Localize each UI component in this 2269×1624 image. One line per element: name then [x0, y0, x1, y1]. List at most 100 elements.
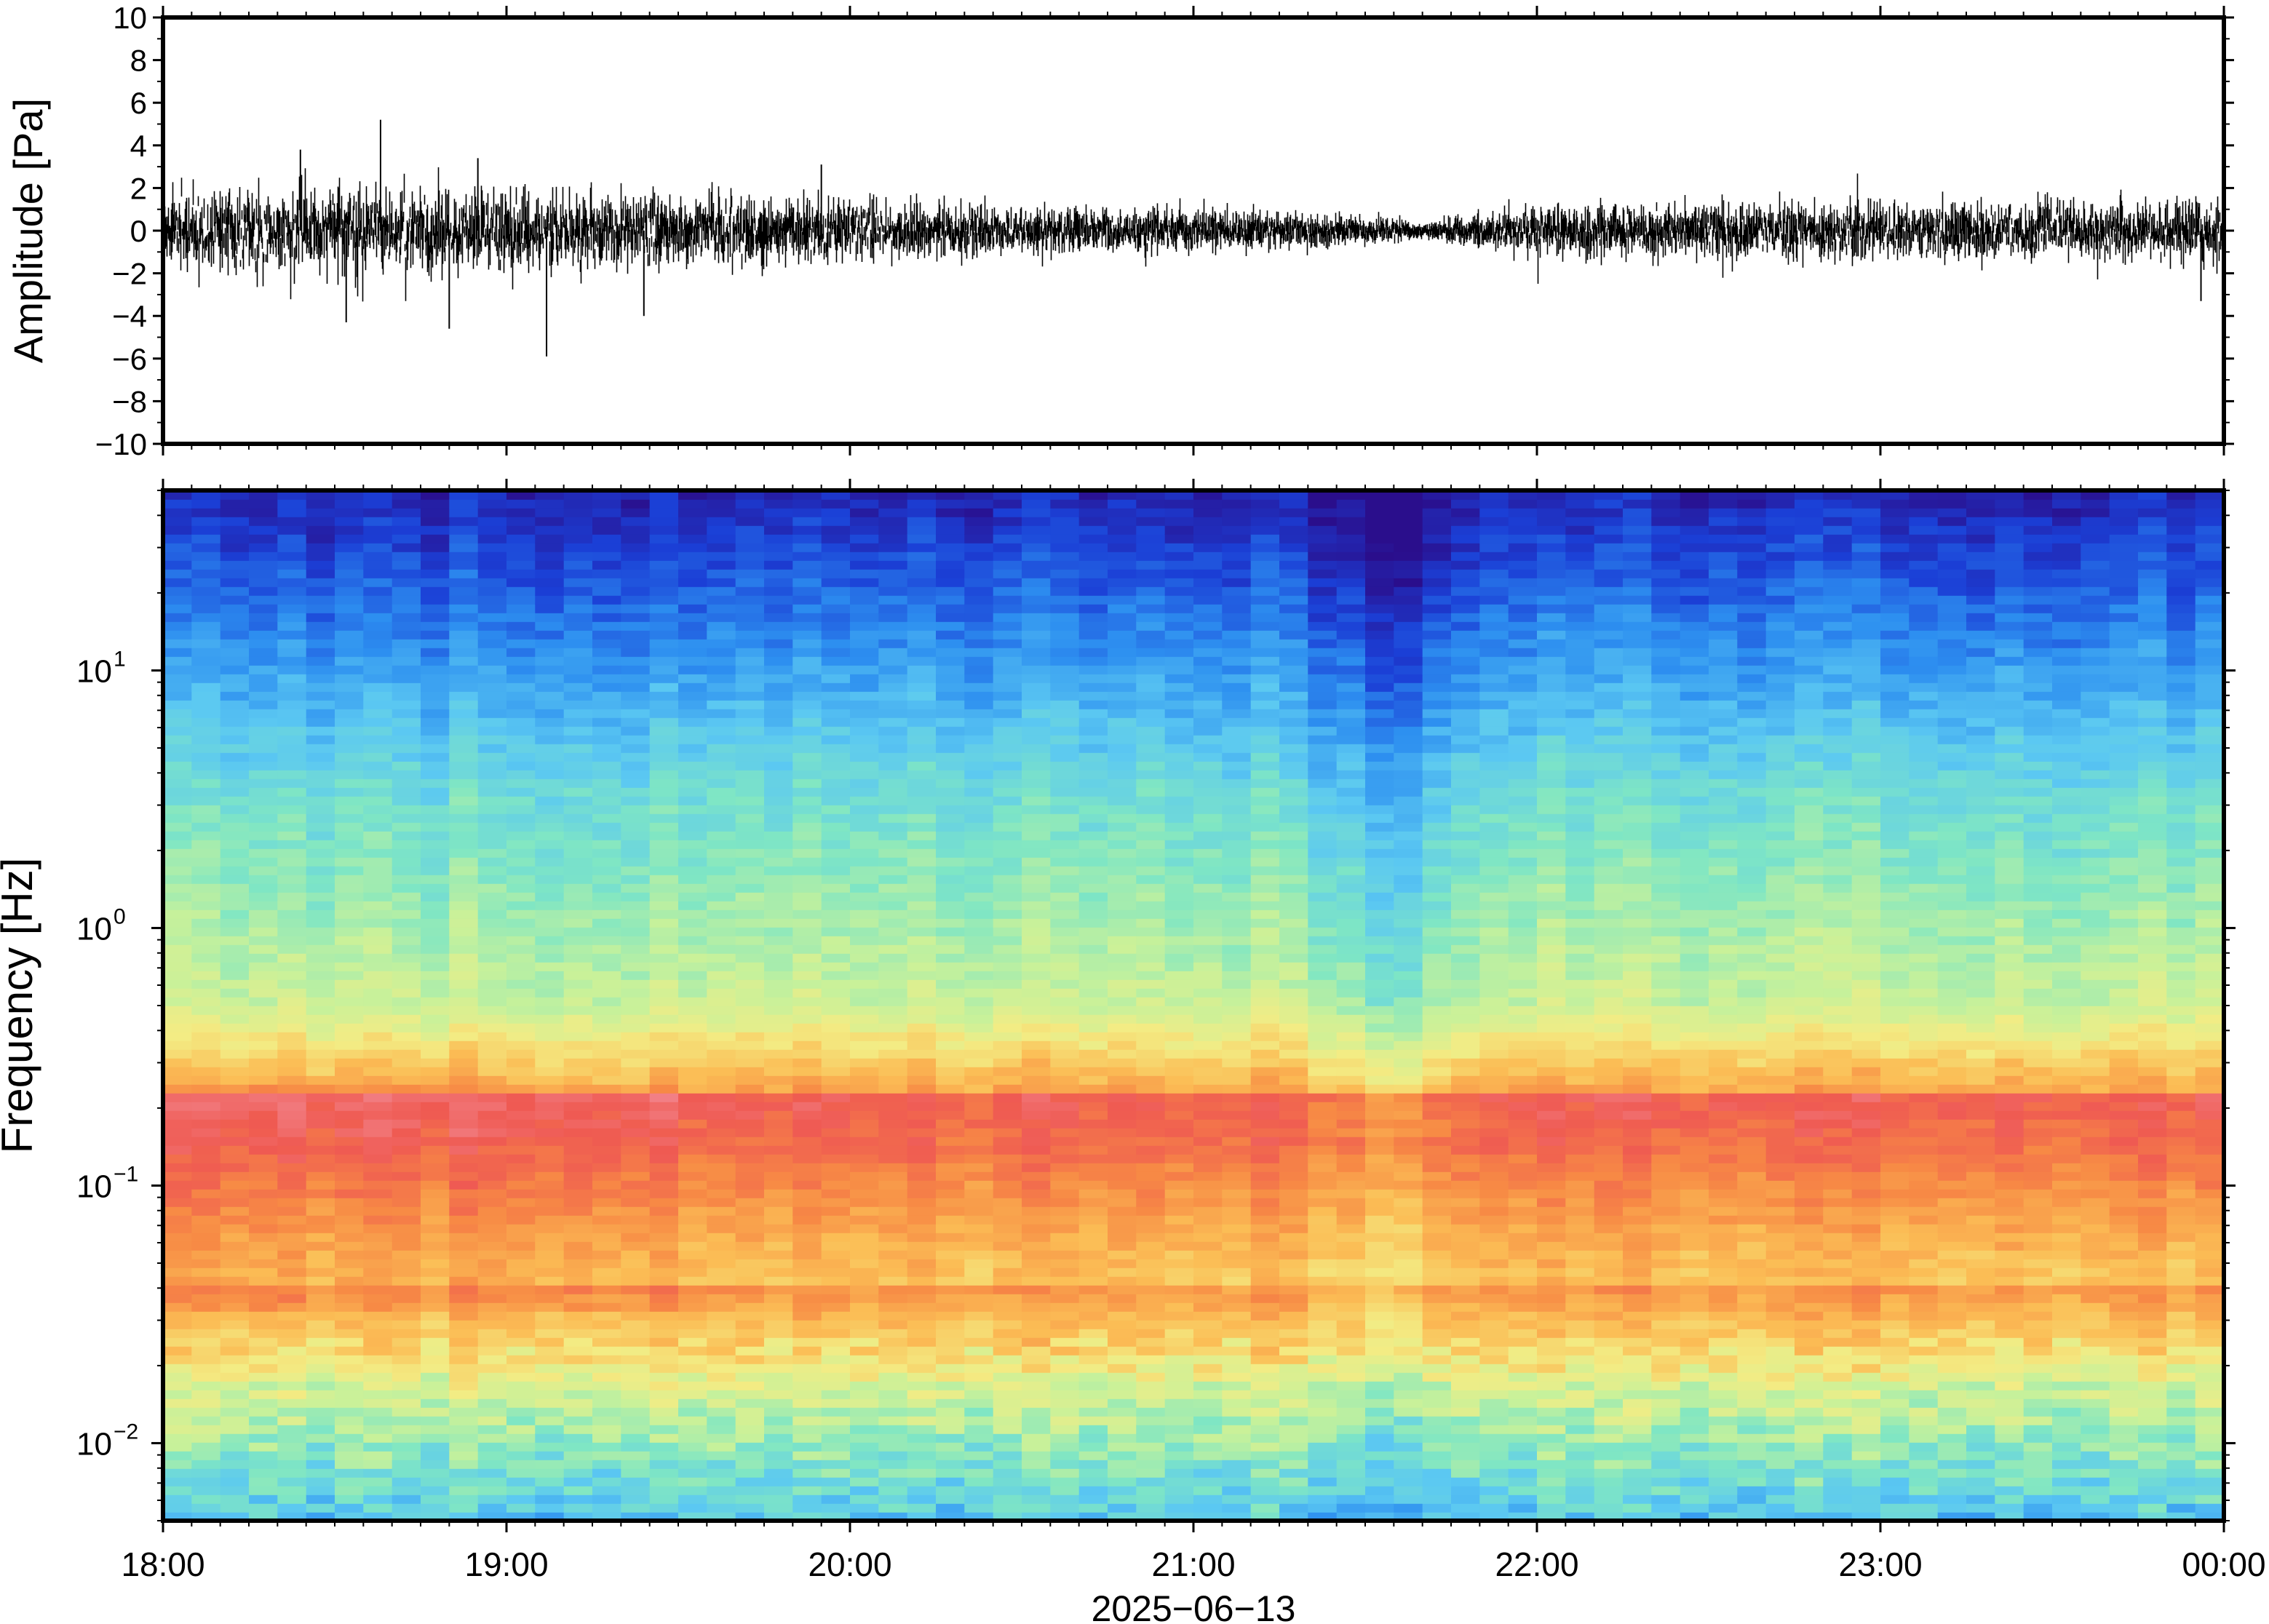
spectrogram-cell — [821, 787, 851, 797]
spectrogram-cell — [392, 892, 421, 901]
spectrogram-cell — [392, 1302, 421, 1312]
spectrogram-cell — [1164, 1128, 1194, 1137]
spectrogram-cell — [735, 1102, 765, 1111]
spectrogram-cell — [792, 656, 822, 666]
spectrogram-cell — [1250, 857, 1280, 867]
spectrogram-cell — [592, 1425, 622, 1434]
spectrogram-cell — [249, 1451, 279, 1460]
spectrogram-cell — [1136, 857, 1166, 867]
spectrogram-cell — [506, 552, 536, 561]
spectrogram-cell — [306, 1451, 335, 1460]
spectrogram-cell — [678, 744, 708, 753]
spectrogram-cell — [735, 1093, 765, 1102]
spectrogram-cell — [592, 936, 622, 945]
spectrogram-cell — [1136, 822, 1166, 832]
spectrogram-cell — [220, 1014, 250, 1024]
spectrogram-cell — [506, 918, 536, 928]
spectrogram-cell — [449, 1390, 479, 1399]
spectrogram-cell — [335, 604, 365, 613]
spectrogram-cell — [621, 831, 651, 840]
spectrogram-cell — [1164, 997, 1194, 1006]
spectrogram-cell — [563, 988, 593, 998]
spectrogram-cell — [764, 936, 794, 945]
spectrogram-cell — [1222, 1346, 1252, 1356]
spectrogram-cell — [821, 1329, 851, 1338]
spectrogram-cell — [678, 656, 708, 666]
spectrogram-cell — [449, 1433, 479, 1443]
spectrogram-cell — [850, 1503, 880, 1513]
spectrogram-cell — [1164, 1040, 1194, 1050]
spectrogram-cell — [821, 1075, 851, 1085]
spectrogram-cell — [277, 1477, 307, 1486]
spectrogram-cell — [878, 648, 908, 657]
spectrogram-cell — [1022, 1346, 1052, 1356]
spectrogram-cell — [907, 508, 937, 517]
spectrogram-cell — [735, 979, 765, 989]
spectrogram-cell — [907, 1494, 937, 1504]
spectrogram-cell — [878, 866, 908, 875]
spectrogram-cell — [1078, 1276, 1108, 1286]
spectrogram-cell — [792, 770, 822, 779]
spectrogram-cell — [1078, 953, 1108, 963]
spectrogram-cell — [649, 517, 679, 526]
spectrogram-cell — [249, 543, 279, 552]
spectrogram-cell — [1108, 1460, 1137, 1469]
spectrogram-cell — [792, 962, 822, 971]
spectrogram-cell — [421, 1163, 450, 1172]
spectrogram-cell — [678, 822, 708, 832]
spectrogram-cell — [936, 1250, 966, 1259]
spectrogram-cell — [1078, 1302, 1108, 1312]
spectrogram-cell — [563, 1355, 593, 1364]
spectrogram-cell — [1164, 1180, 1194, 1190]
spectrogram-cell — [993, 1494, 1022, 1504]
spectrogram-cell — [392, 1189, 421, 1198]
spectrogram-cell — [707, 744, 736, 753]
spectrogram-cell — [964, 1346, 994, 1356]
spectrogram-cell — [163, 1128, 193, 1137]
spectrogram-cell — [449, 534, 479, 544]
spectrogram-cell — [335, 1058, 365, 1067]
spectrogram-cell — [621, 1311, 651, 1321]
spectrogram-cell — [792, 1206, 822, 1216]
spectrogram-cell — [764, 1040, 794, 1050]
spectrogram-cell — [1050, 909, 1080, 919]
spectrogram-cell — [592, 997, 622, 1006]
spectrogram-cell — [993, 1171, 1022, 1181]
spectrogram-cell — [249, 700, 279, 709]
spectrogram-cell — [821, 691, 851, 701]
spectrogram-cell — [1078, 726, 1108, 736]
spectrogram-cell — [735, 656, 765, 666]
spectrogram-cell — [964, 1302, 994, 1312]
spectrogram-cell — [335, 997, 365, 1006]
spectrogram-cell — [936, 883, 966, 893]
spectrogram-cell — [306, 761, 335, 771]
spectrogram-cell — [1193, 1416, 1223, 1425]
spectrogram-cell — [735, 944, 765, 954]
spectrogram-cell — [449, 892, 479, 901]
spectrogram-cell — [907, 499, 937, 509]
spectrogram-cell — [936, 909, 966, 919]
spectrogram-cell — [993, 944, 1022, 954]
spectrogram-cell — [678, 709, 708, 718]
spectrogram-cell — [592, 1311, 622, 1321]
spectrogram-cell — [678, 674, 708, 683]
spectrogram-cell — [649, 1224, 679, 1233]
spectrogram-cell — [421, 1460, 450, 1469]
spectrogram-cell — [821, 927, 851, 936]
spectrogram-cell — [1279, 682, 1309, 692]
spectrogram-cell — [163, 1355, 193, 1364]
spectrogram-cell — [878, 831, 908, 840]
spectrogram-cell — [735, 525, 765, 535]
spectrogram-cell — [792, 490, 822, 500]
spectrogram-cell — [392, 1154, 421, 1163]
spectrogram-cell — [936, 796, 966, 805]
spectrogram-cell — [191, 1267, 221, 1277]
spectrogram-cell — [1193, 1040, 1223, 1050]
spectrogram-cell — [335, 1145, 365, 1155]
spectrogram-cell — [506, 831, 536, 840]
spectrogram-cell — [1279, 962, 1309, 971]
spectrogram-cell — [592, 552, 622, 561]
spectrogram-cell — [1193, 1267, 1223, 1277]
spectrogram-cell — [1222, 866, 1252, 875]
spectrogram-cell — [363, 1398, 393, 1408]
